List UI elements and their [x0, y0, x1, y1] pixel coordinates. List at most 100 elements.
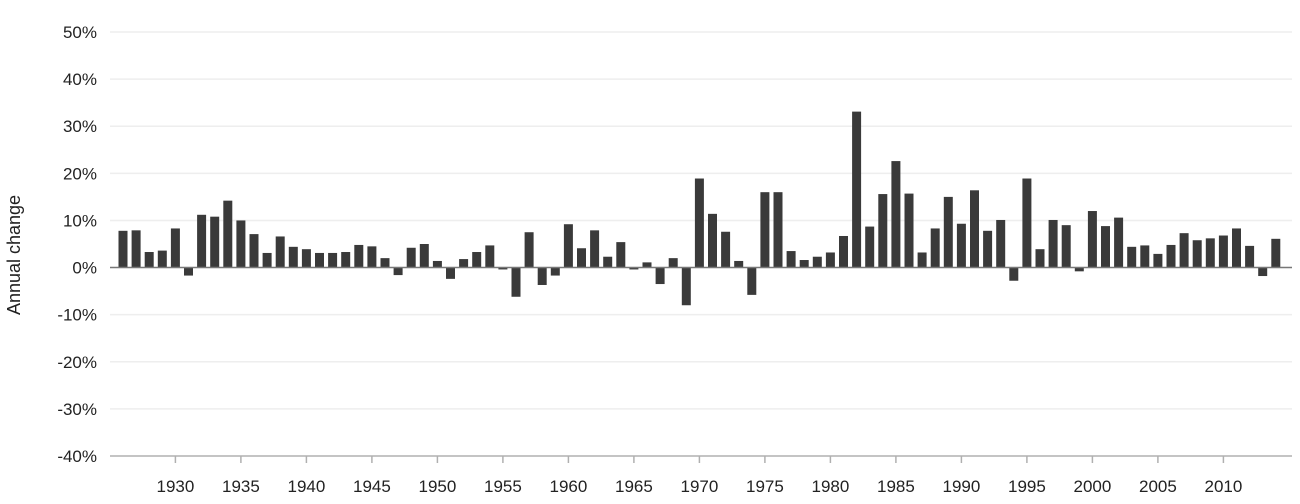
axes [110, 266, 1292, 463]
bar [315, 252, 324, 268]
bar [1166, 244, 1176, 268]
bar [1153, 253, 1163, 268]
bar [288, 246, 298, 268]
y-tick-label: -10% [57, 306, 97, 325]
bar [524, 232, 534, 268]
x-tick-label: 1955 [484, 477, 522, 496]
bar [1271, 238, 1281, 268]
bar [1101, 226, 1110, 268]
y-tick-label: 50% [63, 23, 97, 42]
bar [446, 267, 455, 279]
bar [1048, 219, 1058, 268]
bar [184, 267, 193, 276]
x-tick-label: 1980 [811, 477, 849, 496]
bar [1140, 245, 1150, 268]
bar [956, 223, 966, 268]
bar [367, 246, 377, 268]
bar [904, 193, 914, 268]
bar [485, 245, 495, 268]
bar [459, 259, 469, 268]
x-tick-label: 2000 [1073, 477, 1111, 496]
bar [642, 262, 652, 268]
bar [1205, 238, 1215, 268]
bar [262, 252, 272, 268]
bar [694, 178, 704, 268]
bar [996, 219, 1006, 268]
x-tick-label: 1935 [222, 477, 260, 496]
bar [812, 256, 822, 268]
bar [760, 192, 770, 268]
x-tick-label: 1950 [418, 477, 456, 496]
bar [1074, 267, 1084, 272]
bar [1022, 178, 1032, 268]
bar [970, 190, 979, 268]
x-tick-label: 2010 [1204, 477, 1242, 496]
bar [747, 267, 757, 295]
bar [1009, 267, 1019, 281]
bar [236, 220, 246, 268]
x-tick-label: 1960 [549, 477, 587, 496]
y-tick-label: 10% [63, 211, 97, 230]
bar [498, 267, 508, 270]
bar [603, 256, 613, 268]
bar [1192, 240, 1202, 268]
bar [917, 252, 927, 268]
bar [1035, 249, 1045, 268]
bar [328, 252, 338, 268]
y-tick-label: 0% [72, 259, 97, 278]
bar [865, 226, 875, 268]
bar [1114, 217, 1124, 268]
bar [1061, 225, 1071, 268]
y-tick-label: 20% [63, 164, 97, 183]
bar [577, 248, 586, 268]
bar [983, 230, 993, 268]
bar [354, 244, 364, 268]
bar [406, 247, 416, 268]
bar [799, 260, 809, 268]
x-tick-label: 1985 [877, 477, 915, 496]
x-tick-label: 1930 [156, 477, 194, 496]
y-tick-label: -20% [57, 353, 97, 372]
bar [1127, 246, 1137, 268]
bar [1258, 267, 1268, 277]
bar [773, 192, 783, 268]
y-tick-label: 30% [63, 117, 97, 136]
bar [786, 251, 796, 268]
bar [852, 111, 862, 268]
bar [590, 230, 600, 268]
bar [419, 244, 429, 268]
x-tick-label: 1990 [942, 477, 980, 496]
x-tick-label: 1970 [680, 477, 718, 496]
bar [157, 250, 167, 268]
bar [721, 231, 731, 268]
bar [170, 228, 180, 268]
bar [668, 258, 678, 268]
bar [511, 267, 521, 297]
x-tick-label: 1940 [287, 477, 325, 496]
bar [681, 267, 691, 306]
bar [629, 267, 639, 270]
bar [223, 200, 233, 268]
bar [708, 213, 717, 268]
bar [118, 230, 128, 268]
bar [210, 216, 220, 268]
bar [655, 267, 665, 285]
bar [301, 249, 311, 268]
bar [878, 194, 888, 268]
bar [341, 252, 351, 268]
bar [616, 242, 626, 268]
bar [275, 236, 285, 268]
y-tick-label: 40% [63, 70, 97, 89]
bar [1218, 235, 1228, 268]
x-tick-label: 2005 [1139, 477, 1177, 496]
bar [1232, 228, 1241, 268]
bar [943, 196, 953, 268]
bar [1245, 245, 1255, 268]
x-tick-label: 1975 [746, 477, 784, 496]
bar [249, 234, 259, 268]
y-tick-label: -30% [57, 400, 97, 419]
bar [839, 235, 848, 268]
x-tick-label: 1965 [615, 477, 653, 496]
